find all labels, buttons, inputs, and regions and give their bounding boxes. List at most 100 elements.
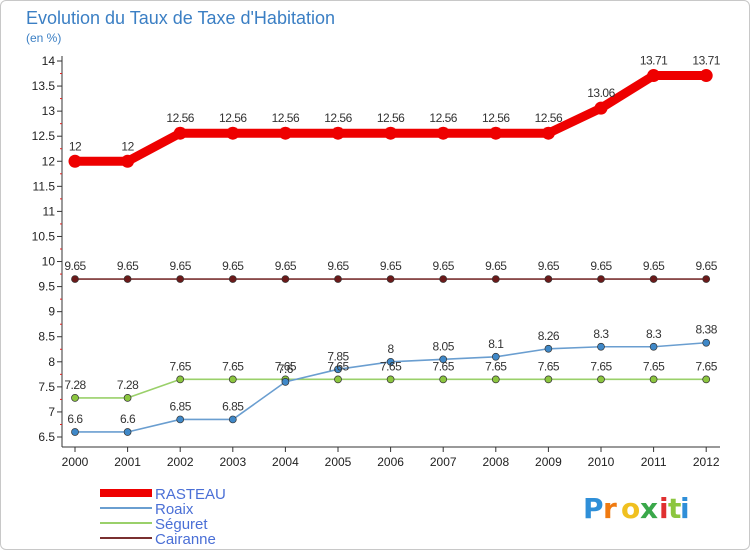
logo-letter-p: P [583, 492, 604, 525]
point-cairanne [544, 275, 553, 283]
point-cairanne [176, 275, 185, 283]
data-label-séguret: 7.65 [433, 359, 455, 373]
point-cairanne [228, 275, 237, 283]
point-séguret [123, 394, 132, 402]
point-rasteau [489, 126, 503, 140]
point-rasteau [68, 154, 82, 168]
axes: 6.5 7 7.5 8 8.5 9 9.5 10 10.5 11 11.5 12 12.5 13 13.5 1… [32, 54, 720, 469]
data-label-roaix: 8.3 [593, 327, 609, 341]
legend-label-séguret: Séguret [155, 516, 208, 533]
x-tick-label: 2002 [167, 455, 194, 469]
legend-label-rasteau: RASTEAU [155, 486, 226, 503]
y-tick-label: 12.5 [32, 129, 56, 143]
data-label-rasteau: 12.56 [166, 111, 194, 125]
point-roaix [491, 352, 500, 361]
data-label-roaix: 8 [388, 342, 395, 356]
point-séguret [439, 375, 448, 384]
point-séguret [597, 375, 605, 384]
logo-letter-r: r [603, 492, 617, 525]
logo-letter-t: t [668, 492, 681, 525]
y-tick-label: 13.5 [32, 79, 56, 93]
data-label-séguret: 7.65 [643, 359, 665, 373]
proxiti-logo: P r o x i t i [583, 492, 690, 525]
data-label-cairanne: 9.65 [64, 259, 86, 273]
data-label-roaix: 8.1 [488, 337, 504, 351]
point-roaix [649, 342, 658, 351]
data-label-séguret: 7.65 [485, 359, 507, 373]
data-label-cairanne: 9.65 [538, 259, 560, 273]
point-roaix [281, 378, 290, 386]
data-label-rasteau: 13.71 [640, 54, 668, 68]
point-séguret [544, 375, 553, 384]
data-label-rasteau: 13.06 [587, 86, 615, 100]
logo-letter-i1: i [659, 492, 669, 525]
point-cairanne [702, 275, 711, 283]
point-cairanne [281, 275, 290, 283]
data-label-roaix: 7.85 [327, 349, 349, 363]
data-label-cairanne: 9.65 [170, 259, 192, 273]
point-cairanne [123, 275, 132, 283]
point-roaix [544, 344, 553, 353]
point-rasteau [541, 126, 555, 140]
data-label-séguret: 7.28 [64, 378, 86, 392]
point-séguret [228, 375, 237, 384]
point-roaix [439, 355, 448, 364]
point-séguret [649, 375, 658, 384]
y-tick-label: 11.5 [33, 179, 56, 193]
point-roaix [702, 338, 711, 347]
point-roaix [228, 415, 237, 424]
data-label-séguret: 7.65 [170, 359, 192, 373]
data-label-rasteau: 12.56 [429, 111, 457, 125]
point-roaix [176, 415, 185, 424]
data-label-séguret: 7.65 [327, 359, 349, 373]
data-label-rasteau: 12.56 [272, 111, 300, 125]
point-rasteau [331, 126, 345, 140]
x-tick-label: 2000 [62, 455, 89, 469]
point-séguret [334, 375, 342, 384]
point-cairanne [491, 275, 500, 283]
y-tick-label: 8 [48, 355, 55, 369]
data-label-séguret: 7.65 [222, 359, 244, 373]
series-layer [68, 69, 713, 436]
data-label-séguret: 7.65 [538, 359, 560, 373]
legend-label-roaix: Roaix [155, 501, 194, 518]
data-label-roaix: 8.38 [696, 323, 718, 337]
x-tick-label: 2012 [693, 455, 720, 469]
data-label-rasteau: 12 [69, 139, 82, 153]
point-rasteau [226, 126, 240, 140]
logo-letter-i2: i [680, 492, 690, 525]
data-label-roaix: 6.85 [170, 399, 192, 413]
point-cairanne [386, 275, 395, 283]
y-tick-label: 12 [42, 154, 56, 168]
data-label-rasteau: 13.71 [692, 54, 720, 68]
x-tick-label: 2005 [325, 455, 352, 469]
point-roaix [123, 428, 132, 436]
logo-letter-o: o [621, 492, 640, 525]
legend-label-cairanne: Cairanne [155, 531, 216, 548]
x-tick-label: 2006 [377, 455, 404, 469]
point-rasteau [594, 101, 608, 115]
y-tick-label: 13 [42, 104, 56, 118]
y-tick-label: 14 [42, 54, 56, 68]
data-labels: 9.65 9.65 9.65 9.65 9.65 9.65 9.65 9.65 9.65 9.65… [64, 54, 721, 426]
point-rasteau [278, 126, 292, 140]
data-label-rasteau: 12 [121, 139, 134, 153]
data-label-roaix: 8.05 [433, 339, 455, 353]
data-label-rasteau: 12.56 [324, 111, 352, 125]
data-label-cairanne: 9.65 [485, 259, 507, 273]
x-tick-label: 2010 [588, 455, 615, 469]
chart-unit-label: (en %) [26, 31, 61, 45]
point-séguret [386, 375, 395, 384]
data-label-roaix: 7.6 [278, 362, 294, 376]
y-tick-label: 11 [43, 204, 56, 218]
data-label-roaix: 6.85 [222, 399, 244, 413]
data-label-roaix: 8.3 [646, 327, 662, 341]
x-tick-label: 2011 [641, 455, 667, 469]
y-tick-label: 8.5 [38, 330, 55, 344]
point-roaix [334, 365, 342, 374]
data-label-rasteau: 12.56 [219, 111, 247, 125]
y-tick-label: 9 [48, 305, 55, 319]
point-cairanne [597, 275, 605, 283]
